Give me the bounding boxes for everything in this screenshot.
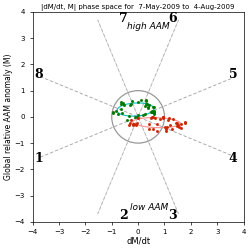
Text: 3: 3: [168, 209, 177, 222]
Point: [152, 110, 156, 114]
Point: [152, 105, 156, 109]
Point: [147, 122, 151, 126]
Text: high AAM: high AAM: [127, 22, 170, 31]
Point: [166, 118, 170, 122]
Point: [136, 112, 140, 116]
Text: 7: 7: [119, 12, 128, 25]
Point: [119, 102, 123, 106]
Point: [146, 105, 150, 109]
Point: [164, 126, 168, 130]
Point: [134, 123, 138, 127]
Point: [179, 122, 183, 126]
Point: [135, 121, 139, 125]
Point: [119, 100, 123, 104]
Point: [128, 123, 132, 127]
Point: [128, 103, 132, 107]
Text: 4: 4: [229, 152, 237, 165]
Point: [120, 111, 124, 115]
Point: [135, 115, 139, 119]
Point: [161, 115, 165, 119]
Point: [129, 102, 133, 106]
Point: [151, 115, 155, 119]
Title: |dM/dt, M| phase space for  7-May-2009 to  4-Aug-2009: |dM/dt, M| phase space for 7-May-2009 to…: [41, 4, 235, 11]
Point: [167, 116, 171, 120]
Point: [111, 110, 115, 114]
Point: [131, 122, 135, 126]
Point: [145, 102, 149, 106]
Point: [183, 120, 187, 124]
Point: [121, 101, 125, 105]
Point: [150, 110, 154, 114]
Point: [178, 124, 182, 128]
Point: [139, 98, 143, 102]
Point: [132, 122, 136, 126]
Point: [170, 117, 174, 121]
Point: [151, 127, 155, 131]
Point: [158, 118, 162, 122]
Point: [142, 113, 146, 117]
Point: [116, 112, 120, 116]
Point: [183, 121, 187, 125]
Point: [128, 120, 132, 124]
Text: 1: 1: [35, 152, 43, 165]
Point: [143, 104, 147, 108]
Point: [155, 129, 159, 133]
Point: [131, 123, 135, 127]
Point: [175, 121, 179, 125]
Point: [128, 114, 132, 117]
Point: [147, 127, 151, 131]
Point: [152, 111, 156, 115]
Point: [110, 111, 114, 115]
Point: [122, 103, 126, 107]
Point: [150, 116, 154, 119]
Point: [174, 121, 178, 125]
Point: [125, 118, 129, 122]
Point: [155, 122, 159, 126]
Point: [114, 110, 118, 114]
Point: [136, 116, 140, 120]
Point: [146, 106, 150, 110]
Point: [176, 123, 180, 127]
Point: [150, 109, 154, 113]
Point: [161, 116, 165, 120]
Point: [144, 102, 148, 106]
Point: [119, 107, 123, 111]
Point: [164, 124, 168, 128]
Point: [163, 125, 167, 129]
Text: 6: 6: [168, 12, 177, 25]
Point: [130, 99, 134, 103]
Point: [136, 100, 140, 104]
Point: [152, 110, 156, 114]
Point: [148, 110, 152, 114]
Point: [179, 126, 183, 130]
Text: 8: 8: [35, 68, 43, 82]
Point: [150, 116, 154, 120]
Point: [170, 127, 174, 131]
Point: [150, 110, 154, 114]
Point: [174, 124, 178, 128]
Text: 5: 5: [229, 68, 237, 82]
Point: [153, 116, 157, 120]
Text: low AAM: low AAM: [130, 203, 168, 212]
Y-axis label: Global relative AAM anomaly (M): Global relative AAM anomaly (M): [4, 54, 13, 180]
Point: [162, 116, 166, 119]
Point: [164, 128, 168, 132]
Point: [147, 103, 151, 107]
Point: [144, 98, 148, 102]
Point: [129, 118, 133, 122]
Text: 2: 2: [119, 209, 128, 222]
Point: [152, 112, 156, 116]
Point: [133, 115, 137, 119]
Point: [144, 100, 148, 103]
Point: [151, 105, 155, 109]
Point: [168, 123, 172, 127]
Point: [143, 112, 147, 116]
X-axis label: dM/dt: dM/dt: [126, 237, 150, 246]
